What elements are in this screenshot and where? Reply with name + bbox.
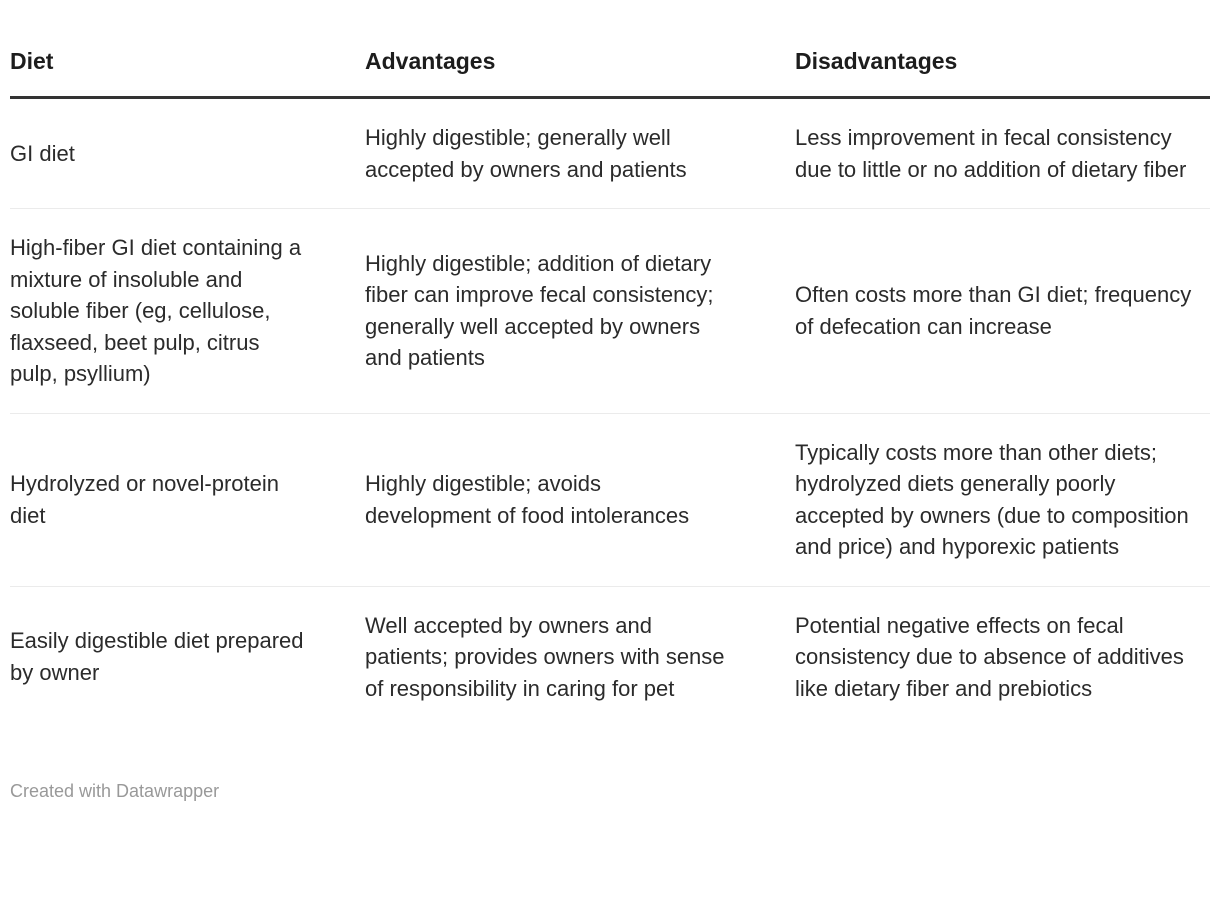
cell-disadvantages: Often costs more than GI diet; frequency… <box>795 208 1210 414</box>
cell-advantages: Highly digestible; addition of dietary f… <box>365 208 795 414</box>
cell-advantages: Highly digestible; generally well accept… <box>365 97 795 209</box>
cell-advantages: Highly digestible; avoids development of… <box>365 413 795 587</box>
table-row: Easily digestible diet prepared by owner… <box>10 586 1210 727</box>
diet-comparison-table: Diet Advantages Disadvantages GI diet Hi… <box>10 36 1210 727</box>
table-body: GI diet Highly digestible; generally wel… <box>10 97 1210 728</box>
table-chart: Diet Advantages Disadvantages GI diet Hi… <box>10 36 1210 801</box>
datawrapper-credit: Created with Datawrapper <box>10 781 220 801</box>
cell-diet: Easily digestible diet prepared by owner <box>10 628 304 685</box>
table-row: GI diet Highly digestible; generally wel… <box>10 97 1210 209</box>
cell-diet: GI diet <box>10 97 365 209</box>
column-header-advantages: Advantages <box>365 36 795 99</box>
cell-disadvantages: Less improvement in fecal consistency du… <box>795 97 1210 209</box>
cell-diet: High-fiber GI diet containing a mixture … <box>10 208 365 414</box>
cell-diet: Hydrolyzed or novel-protein diet <box>10 413 365 587</box>
table-row: High-fiber GI diet containing a mixture … <box>10 208 1210 414</box>
column-header-disadvantages: Disadvantages <box>795 36 1210 99</box>
table-header: Diet Advantages Disadvantages <box>10 36 1210 99</box>
table-row: Hydrolyzed or novel-protein diet Highly … <box>10 413 1210 587</box>
header-row: Diet Advantages Disadvantages <box>10 36 1210 99</box>
cell-disadvantages: Typically costs more than other diets; h… <box>795 413 1210 587</box>
cell-advantages: Well accepted by owners and patients; pr… <box>365 612 725 701</box>
cell-disadvantages: Potential negative effects on fecal cons… <box>795 612 1184 701</box>
column-header-diet: Diet <box>10 36 365 99</box>
